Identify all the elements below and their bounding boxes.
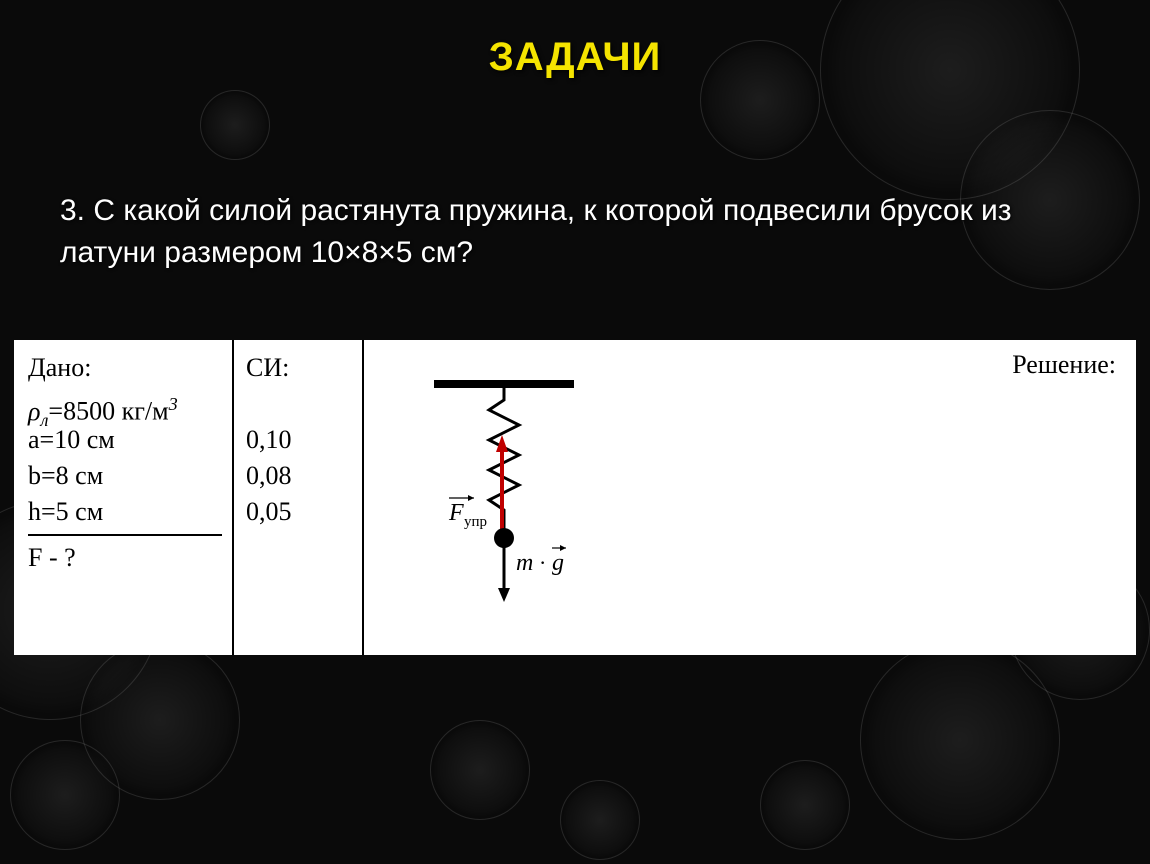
- si-h: 0,05: [246, 494, 352, 530]
- solution-column: Решение:: [644, 340, 1136, 655]
- si-a: 0,10: [246, 422, 352, 458]
- given-find: F - ?: [28, 534, 222, 570]
- solution-panel: Дано: ρл=8500 кг/м3 a=10 см b=8 см h=5 с…: [14, 340, 1136, 655]
- given-h: h=5 см: [28, 494, 222, 530]
- si-b: 0,08: [246, 458, 352, 494]
- si-spacer: [246, 386, 352, 422]
- slide-title: ЗАДАЧИ: [0, 0, 1150, 80]
- si-column: СИ: 0,10 0,08 0,05: [234, 340, 364, 655]
- given-column: Дано: ρл=8500 кг/м3 a=10 см b=8 см h=5 с…: [14, 340, 234, 655]
- svg-text:·: ·: [539, 550, 546, 575]
- si-header: СИ:: [246, 350, 352, 386]
- problem-statement: 3. С какой силой растянута пружина, к ко…: [0, 80, 1150, 274]
- diagram-column: F упр m · g: [364, 340, 644, 655]
- svg-text:F: F: [448, 500, 464, 526]
- given-b: b=8 см: [28, 458, 222, 494]
- svg-text:упр: упр: [464, 514, 487, 530]
- svg-text:m: m: [516, 550, 533, 576]
- given-density: ρл=8500 кг/м3: [28, 386, 222, 422]
- solution-header: Решение:: [654, 350, 1116, 380]
- given-header: Дано:: [28, 350, 222, 386]
- given-a: a=10 см: [28, 422, 222, 458]
- spring-diagram: F упр m · g: [394, 370, 614, 620]
- svg-text:g: g: [552, 550, 564, 576]
